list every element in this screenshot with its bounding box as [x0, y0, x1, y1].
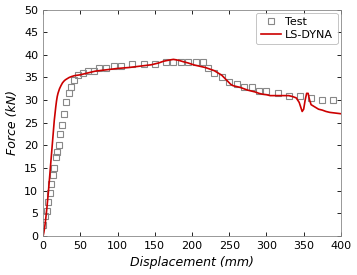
Test [97, 67, 101, 70]
Test [55, 151, 59, 154]
Test [298, 94, 302, 97]
Test [201, 60, 205, 63]
LS-DYNA [208, 68, 213, 71]
Test [186, 60, 190, 63]
Test [153, 62, 157, 65]
Test [331, 98, 336, 102]
Test [86, 69, 90, 72]
Test [276, 92, 280, 95]
Test [104, 67, 109, 70]
Test [130, 62, 135, 65]
LS-DYNA [313, 105, 317, 109]
Line: Test: Test [40, 59, 337, 228]
LS-DYNA [41, 234, 45, 238]
Test [62, 112, 66, 115]
Test [57, 144, 61, 147]
Test [43, 214, 47, 217]
Test [179, 60, 183, 63]
X-axis label: Displacement (mm): Displacement (mm) [130, 257, 254, 269]
LS-DYNA [149, 63, 153, 67]
Test [227, 80, 231, 84]
LS-DYNA [51, 137, 55, 140]
LS-DYNA [67, 76, 71, 79]
Test [164, 60, 168, 63]
Test [141, 62, 146, 65]
Test [220, 76, 224, 79]
Test [112, 65, 116, 68]
Test [41, 223, 45, 226]
Test [60, 123, 64, 127]
Test [171, 60, 176, 63]
Test [212, 71, 216, 75]
Test [287, 94, 291, 97]
Test [72, 78, 76, 81]
Test [119, 65, 124, 68]
Test [76, 74, 80, 77]
Test [250, 85, 254, 88]
Test [54, 155, 58, 158]
Test [92, 69, 96, 72]
Test [264, 89, 268, 93]
Test [80, 71, 85, 75]
Test [64, 101, 68, 104]
Test [193, 60, 198, 63]
LS-DYNA [191, 63, 196, 67]
Y-axis label: Force (kN): Force (kN) [6, 90, 19, 155]
Test [235, 83, 239, 86]
Test [47, 191, 52, 195]
Test [206, 67, 211, 70]
Test [46, 200, 50, 204]
Test [51, 173, 55, 177]
Test [58, 133, 62, 136]
LS-DYNA [339, 112, 343, 115]
Test [45, 210, 49, 213]
Test [320, 98, 325, 102]
Test [242, 85, 246, 88]
Test [67, 92, 71, 95]
Legend: Test, LS-DYNA: Test, LS-DYNA [256, 13, 338, 44]
Line: LS-DYNA: LS-DYNA [43, 59, 341, 236]
Test [52, 166, 56, 170]
Test [257, 89, 261, 93]
Test [49, 182, 54, 186]
Test [69, 85, 74, 88]
Test [309, 96, 313, 100]
LS-DYNA [171, 58, 176, 61]
